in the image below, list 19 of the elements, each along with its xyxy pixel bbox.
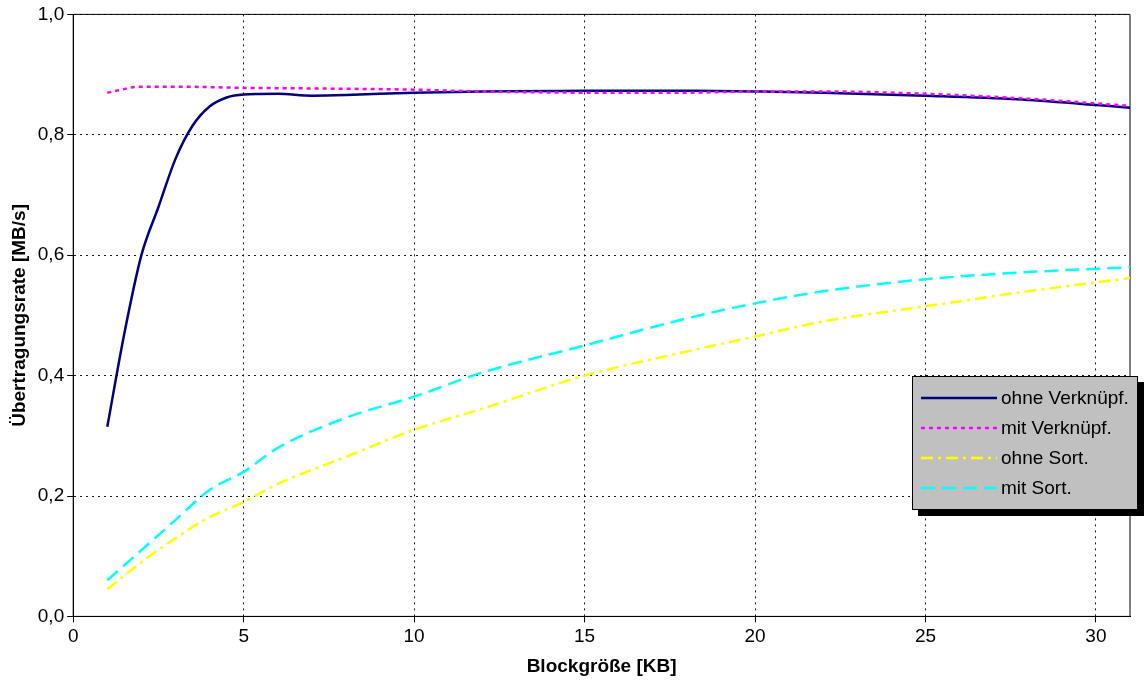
x-tick-label: 15: [573, 625, 596, 647]
y-tick-label: 1,0: [37, 2, 65, 24]
y-tick-label: 0,6: [37, 243, 65, 265]
x-tick-label: 10: [403, 625, 425, 647]
x-tick-label: 20: [744, 625, 766, 647]
x-tick-label: 25: [914, 625, 937, 647]
y-axis-title: Übertragungsrate [MB/s]: [7, 204, 29, 427]
legend-label: mit Verknüpf.: [1001, 416, 1112, 439]
legend-label: mit Sort.: [1001, 476, 1072, 499]
y-tick-label: 0,0: [37, 604, 65, 626]
legend-label: ohne Verknüpf.: [1001, 386, 1129, 409]
x-axis-title: Blockgröße [KB]: [526, 654, 677, 676]
y-tick-label: 0,4: [37, 363, 65, 385]
legend-label: ohne Sort.: [1001, 446, 1089, 469]
y-tick-label: 0,8: [37, 123, 65, 145]
x-tick-label: 5: [238, 625, 249, 647]
x-tick-label: 30: [1085, 625, 1107, 647]
y-tick-label: 0,2: [37, 484, 65, 506]
x-tick-label: 0: [67, 625, 79, 647]
